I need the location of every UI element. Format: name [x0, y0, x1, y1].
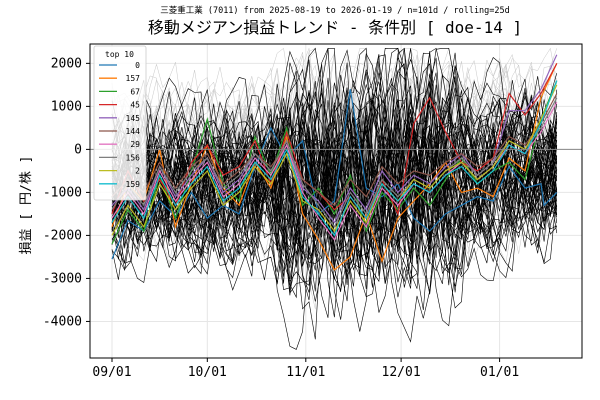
series-line-0 — [111, 89, 558, 260]
series-line-159 — [111, 80, 558, 237]
legend-label-159: 159 — [126, 180, 141, 189]
condition-trend-line — [111, 121, 558, 302]
series-line-157 — [111, 63, 558, 271]
legend-label-29: 29 — [130, 140, 140, 149]
series-line-2 — [111, 84, 558, 236]
condition-trend-line — [111, 47, 558, 235]
legend-box — [93, 45, 147, 201]
legend-label-157: 157 — [126, 74, 141, 83]
legend-title: top 10 — [105, 50, 134, 59]
legend-label-145: 145 — [126, 114, 141, 123]
legend-label-156: 156 — [126, 153, 141, 162]
x-axis: 09/01 10/01 11/01 12/01 01/01 — [92, 358, 519, 380]
chart-subtitle: 三菱重工業 (7011) from 2025-08-19 to 2026-01-… — [160, 5, 510, 16]
legend: top 10 0 157 67 45 145 144 29 156 2 159 — [93, 45, 147, 201]
legend-label-2: 2 — [135, 167, 140, 176]
background-condition-line — [111, 63, 558, 207]
y-tick-label: 0 — [74, 142, 82, 157]
condition-trend-line — [111, 83, 557, 287]
y-axis: -4000 -3000 -2000 -1000 0 1000 2000 — [43, 56, 90, 329]
legend-label-0: 0 — [135, 61, 140, 70]
series-line-144 — [111, 93, 558, 207]
y-tick-label: -1000 — [43, 185, 82, 200]
x-tick-label: 10/01 — [188, 365, 227, 380]
legend-label-144: 144 — [126, 127, 141, 136]
y-tick-label: 1000 — [51, 99, 82, 114]
condition-trend-line — [111, 100, 558, 280]
condition-trend-line — [111, 120, 558, 280]
condition-trend-line — [111, 165, 558, 343]
plot-border — [89, 43, 583, 359]
y-tick-label: -3000 — [43, 271, 82, 286]
y-tick-label: 2000 — [51, 56, 82, 71]
top-series — [111, 54, 558, 271]
x-tick-label: 11/01 — [286, 365, 325, 380]
y-axis-label: 損益 [ 円/株 ] — [19, 156, 34, 255]
condition-trend-line — [111, 98, 558, 302]
x-tick-label: 12/01 — [382, 365, 421, 380]
series-line-45 — [111, 63, 558, 220]
series-line-156 — [111, 97, 558, 228]
legend-label-67: 67 — [130, 87, 140, 96]
y-tick-label: -2000 — [43, 228, 82, 243]
x-tick-label: 01/01 — [480, 365, 519, 380]
plot-area — [89, 43, 583, 359]
condition-trend-line — [111, 87, 558, 288]
x-tick-label: 09/01 — [92, 365, 131, 380]
condition-trend-line — [111, 49, 558, 272]
y-tick-label: -4000 — [43, 314, 82, 329]
condition-trend-line — [111, 87, 558, 264]
legend-label-45: 45 — [130, 101, 140, 110]
condition-trend-line — [111, 65, 558, 283]
chart-title: 移動メジアン損益トレンド - 条件別 [ doe-14 ] — [148, 18, 522, 37]
condition-trend-line — [111, 48, 558, 235]
